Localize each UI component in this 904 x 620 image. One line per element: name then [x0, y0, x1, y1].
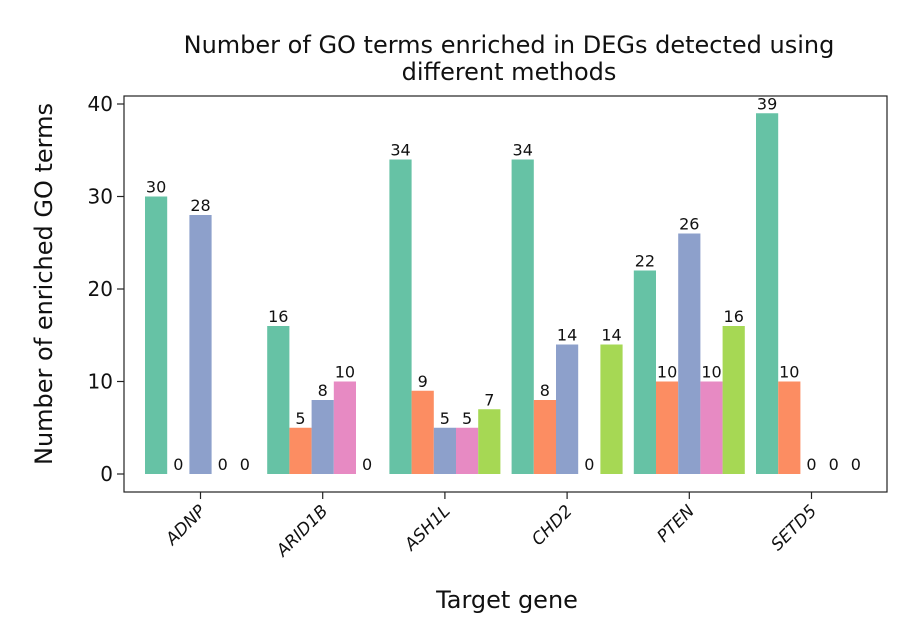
bar-value-label: 10	[701, 363, 721, 382]
bar-value-label: 7	[484, 390, 494, 409]
y-axis-label: Number of enriched GO terms	[30, 103, 58, 465]
chart-title-line-2: different methods	[402, 58, 617, 86]
bar-value-label: 5	[440, 409, 450, 428]
x-axis: ADNP ARID1B ASH1L CHD2 PTEN SETD5	[161, 492, 821, 562]
bar-value-label: 0	[240, 455, 250, 474]
bar-value-label: 9	[418, 372, 428, 391]
bar-value-label: 5	[462, 409, 472, 428]
bar	[145, 196, 168, 474]
bar	[756, 113, 779, 474]
bar-value-label: 10	[335, 363, 355, 382]
bar	[311, 400, 334, 474]
plot-frame	[123, 95, 888, 493]
bar-value-label: 0	[362, 455, 372, 474]
bar-value-label: 16	[268, 307, 288, 326]
bar	[411, 390, 434, 474]
y-tick-label: 40	[88, 92, 113, 116]
bar	[389, 159, 412, 474]
bar-value-label: 10	[657, 363, 677, 382]
bar-value-label: 30	[146, 178, 166, 197]
bar-series-group	[145, 113, 801, 474]
y-tick-label: 0	[100, 462, 113, 486]
bar-value-label: 5	[295, 409, 305, 428]
x-tick-label: CHD2	[528, 501, 576, 549]
bar-value-label: 14	[601, 326, 621, 345]
chart-title-line-1: Number of GO terms enriched in DEGs dete…	[184, 31, 835, 59]
bar	[533, 400, 556, 474]
bar-value-label: 8	[318, 381, 328, 400]
bar-value-label: 28	[190, 196, 210, 215]
bar-value-label: 0	[851, 455, 861, 474]
bar	[478, 409, 501, 474]
x-tick-label: ARID1B	[272, 501, 332, 561]
y-tick-label: 20	[88, 277, 113, 301]
bar-value-label: 0	[173, 455, 183, 474]
x-tick-label: ASH1L	[400, 501, 454, 555]
bar-value-label: 10	[779, 363, 799, 382]
bar-value-label: 34	[390, 141, 410, 160]
bar-value-label: 16	[724, 307, 744, 326]
bar	[656, 381, 679, 474]
x-axis-label: Target gene	[435, 586, 578, 614]
bar	[700, 381, 723, 474]
y-tick-label: 10	[88, 370, 113, 394]
bar	[433, 427, 456, 474]
bar-value-label: 39	[757, 94, 777, 113]
x-tick-label: PTEN	[654, 501, 700, 547]
x-tick-label: ADNP	[161, 501, 210, 550]
bar-value-label: 0	[806, 455, 816, 474]
x-tick-label: SETD5	[767, 501, 821, 555]
bar	[456, 427, 479, 474]
bar	[678, 233, 701, 474]
bar	[289, 427, 312, 474]
bar-value-label: 0	[584, 455, 594, 474]
bar-value-label: 0	[218, 455, 228, 474]
bar-value-label: 34	[513, 141, 533, 160]
bar	[722, 326, 745, 474]
y-tick-label: 30	[88, 185, 113, 209]
bar	[333, 381, 356, 474]
bar-value-label: 0	[829, 455, 839, 474]
y-axis: 0 10 20 30 40	[88, 92, 124, 486]
bar-value-label: 14	[557, 326, 577, 345]
bar-value-label: 26	[679, 215, 699, 234]
bar	[267, 326, 290, 474]
bar-value-label: 22	[635, 252, 655, 271]
bar	[778, 381, 801, 474]
bar-value-label: 8	[540, 381, 550, 400]
bar	[633, 270, 656, 474]
bar	[189, 215, 212, 474]
bar	[600, 344, 623, 474]
bar	[556, 344, 579, 474]
bar	[511, 159, 534, 474]
